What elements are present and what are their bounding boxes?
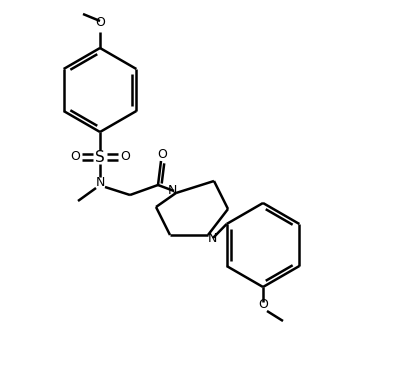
Text: N: N [167,183,177,196]
Text: O: O [95,16,105,29]
Text: O: O [120,151,130,164]
Text: O: O [258,298,268,311]
Text: S: S [95,150,105,164]
Text: N: N [95,176,105,189]
Text: O: O [70,151,80,164]
Text: O: O [157,148,167,161]
Text: N: N [207,232,217,246]
